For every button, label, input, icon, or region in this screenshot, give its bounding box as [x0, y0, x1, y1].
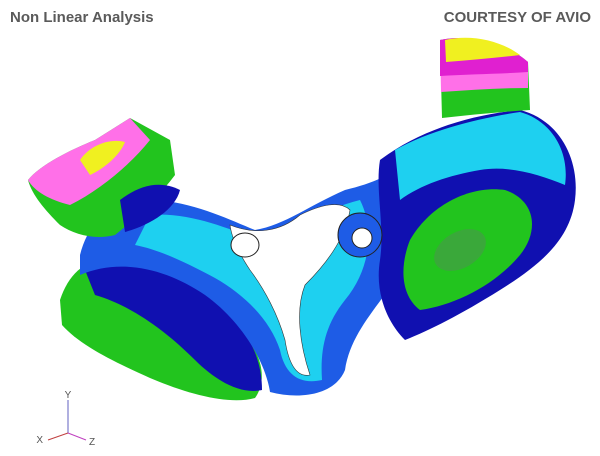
axis-label: X	[36, 435, 43, 446]
band-yellow	[445, 37, 520, 62]
fea-model	[28, 37, 576, 401]
band-cyan	[395, 112, 566, 200]
band-green-dark	[434, 229, 486, 271]
axis-label: Y	[65, 390, 72, 401]
credit: COURTESY OF AVIO	[444, 9, 592, 26]
band-white	[229, 204, 351, 376]
band-yellow	[80, 140, 125, 175]
band-darkblue	[120, 184, 180, 232]
axis-triad: Y X Z	[36, 390, 95, 448]
axis-x	[47, 432, 69, 441]
hole	[230, 232, 260, 258]
hole	[351, 227, 373, 249]
axis-label: Z	[89, 437, 95, 448]
axis-z	[67, 432, 87, 441]
band-darkblue	[85, 263, 262, 391]
title: Non Linear Analysis	[10, 9, 154, 26]
